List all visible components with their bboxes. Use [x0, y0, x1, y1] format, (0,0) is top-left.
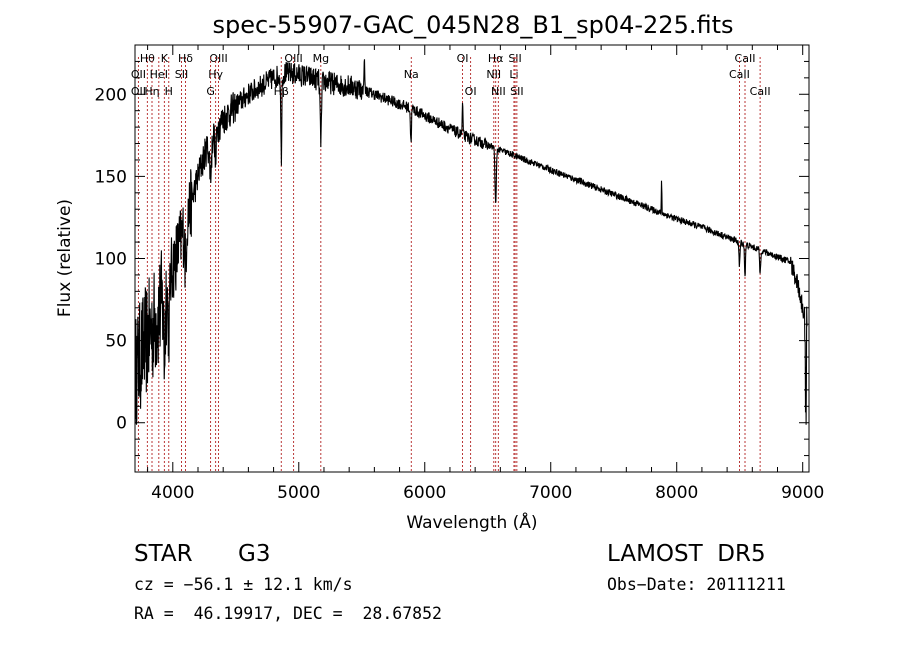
line-marker-label: SII: [508, 52, 521, 65]
line-marker-label: Hθ: [140, 52, 155, 65]
x-tick-label: 6000: [403, 483, 446, 503]
line-marker-label: Mg: [313, 52, 329, 65]
y-tick-label: 100: [95, 250, 127, 270]
survey-label: LAMOST DR5: [607, 541, 766, 567]
chart-title: spec-55907-GAC_045N28_B1_sp04-225.fits: [212, 11, 733, 39]
line-marker-label: OIII: [209, 52, 227, 65]
line-marker-label: OI: [457, 52, 469, 65]
x-tick-label: 4000: [151, 483, 194, 503]
coordinates-readout: RA = 46.19917, DEC = 28.67852: [134, 604, 442, 623]
x-axis: 4000 5000 6000 7000 8000 9000: [147, 45, 824, 503]
line-marker-label: Li: [509, 68, 518, 81]
class-label: STAR: [134, 541, 193, 567]
x-axis-label: Wavelength (Å): [406, 511, 537, 533]
y-axis-label: Flux (relative): [55, 199, 75, 317]
line-marker-label: NII: [486, 68, 501, 81]
line-marker-label: OIII: [284, 52, 302, 65]
line-marker-label: K: [161, 52, 169, 65]
line-marker-label: HeI: [150, 68, 168, 81]
line-marker-label: OI: [465, 85, 477, 98]
x-tick-label: 7000: [529, 483, 572, 503]
line-marker-label: H: [165, 85, 173, 98]
line-marker-label: CaII: [729, 68, 750, 81]
line-marker-label: Na: [404, 68, 419, 81]
redshift-readout: cz = −56.1 ± 12.1 km/s: [134, 575, 353, 594]
y-axis: 0 50 100 150 200: [95, 60, 809, 457]
line-marker-label: Hβ: [274, 85, 289, 98]
line-marker-label: SII: [175, 68, 188, 81]
line-marker-label: G: [206, 85, 215, 98]
line-marker-label: OII: [131, 68, 146, 81]
line-marker-label: CaII: [750, 85, 771, 98]
y-tick-label: 0: [116, 414, 127, 434]
line-marker-label: Hγ: [208, 68, 223, 81]
x-tick-label: 5000: [277, 483, 320, 503]
line-marker-label: SII: [510, 85, 523, 98]
y-tick-label: 150: [95, 167, 127, 187]
line-marker-label: NII: [491, 85, 506, 98]
line-marker-label: CaII: [735, 52, 756, 65]
line-marker-label: Hδ: [178, 52, 193, 65]
y-tick-label: 50: [105, 332, 127, 352]
observation-date: Obs−Date: 20111211: [607, 575, 786, 594]
line-marker-label: Hα: [488, 52, 504, 65]
y-tick-label: 200: [95, 85, 127, 105]
x-tick-label: 8000: [655, 483, 698, 503]
subclass-label: G3: [238, 541, 271, 567]
spectrum-line: [134, 59, 808, 425]
x-tick-label: 9000: [781, 483, 824, 503]
line-marker-label: Hη: [144, 85, 159, 98]
